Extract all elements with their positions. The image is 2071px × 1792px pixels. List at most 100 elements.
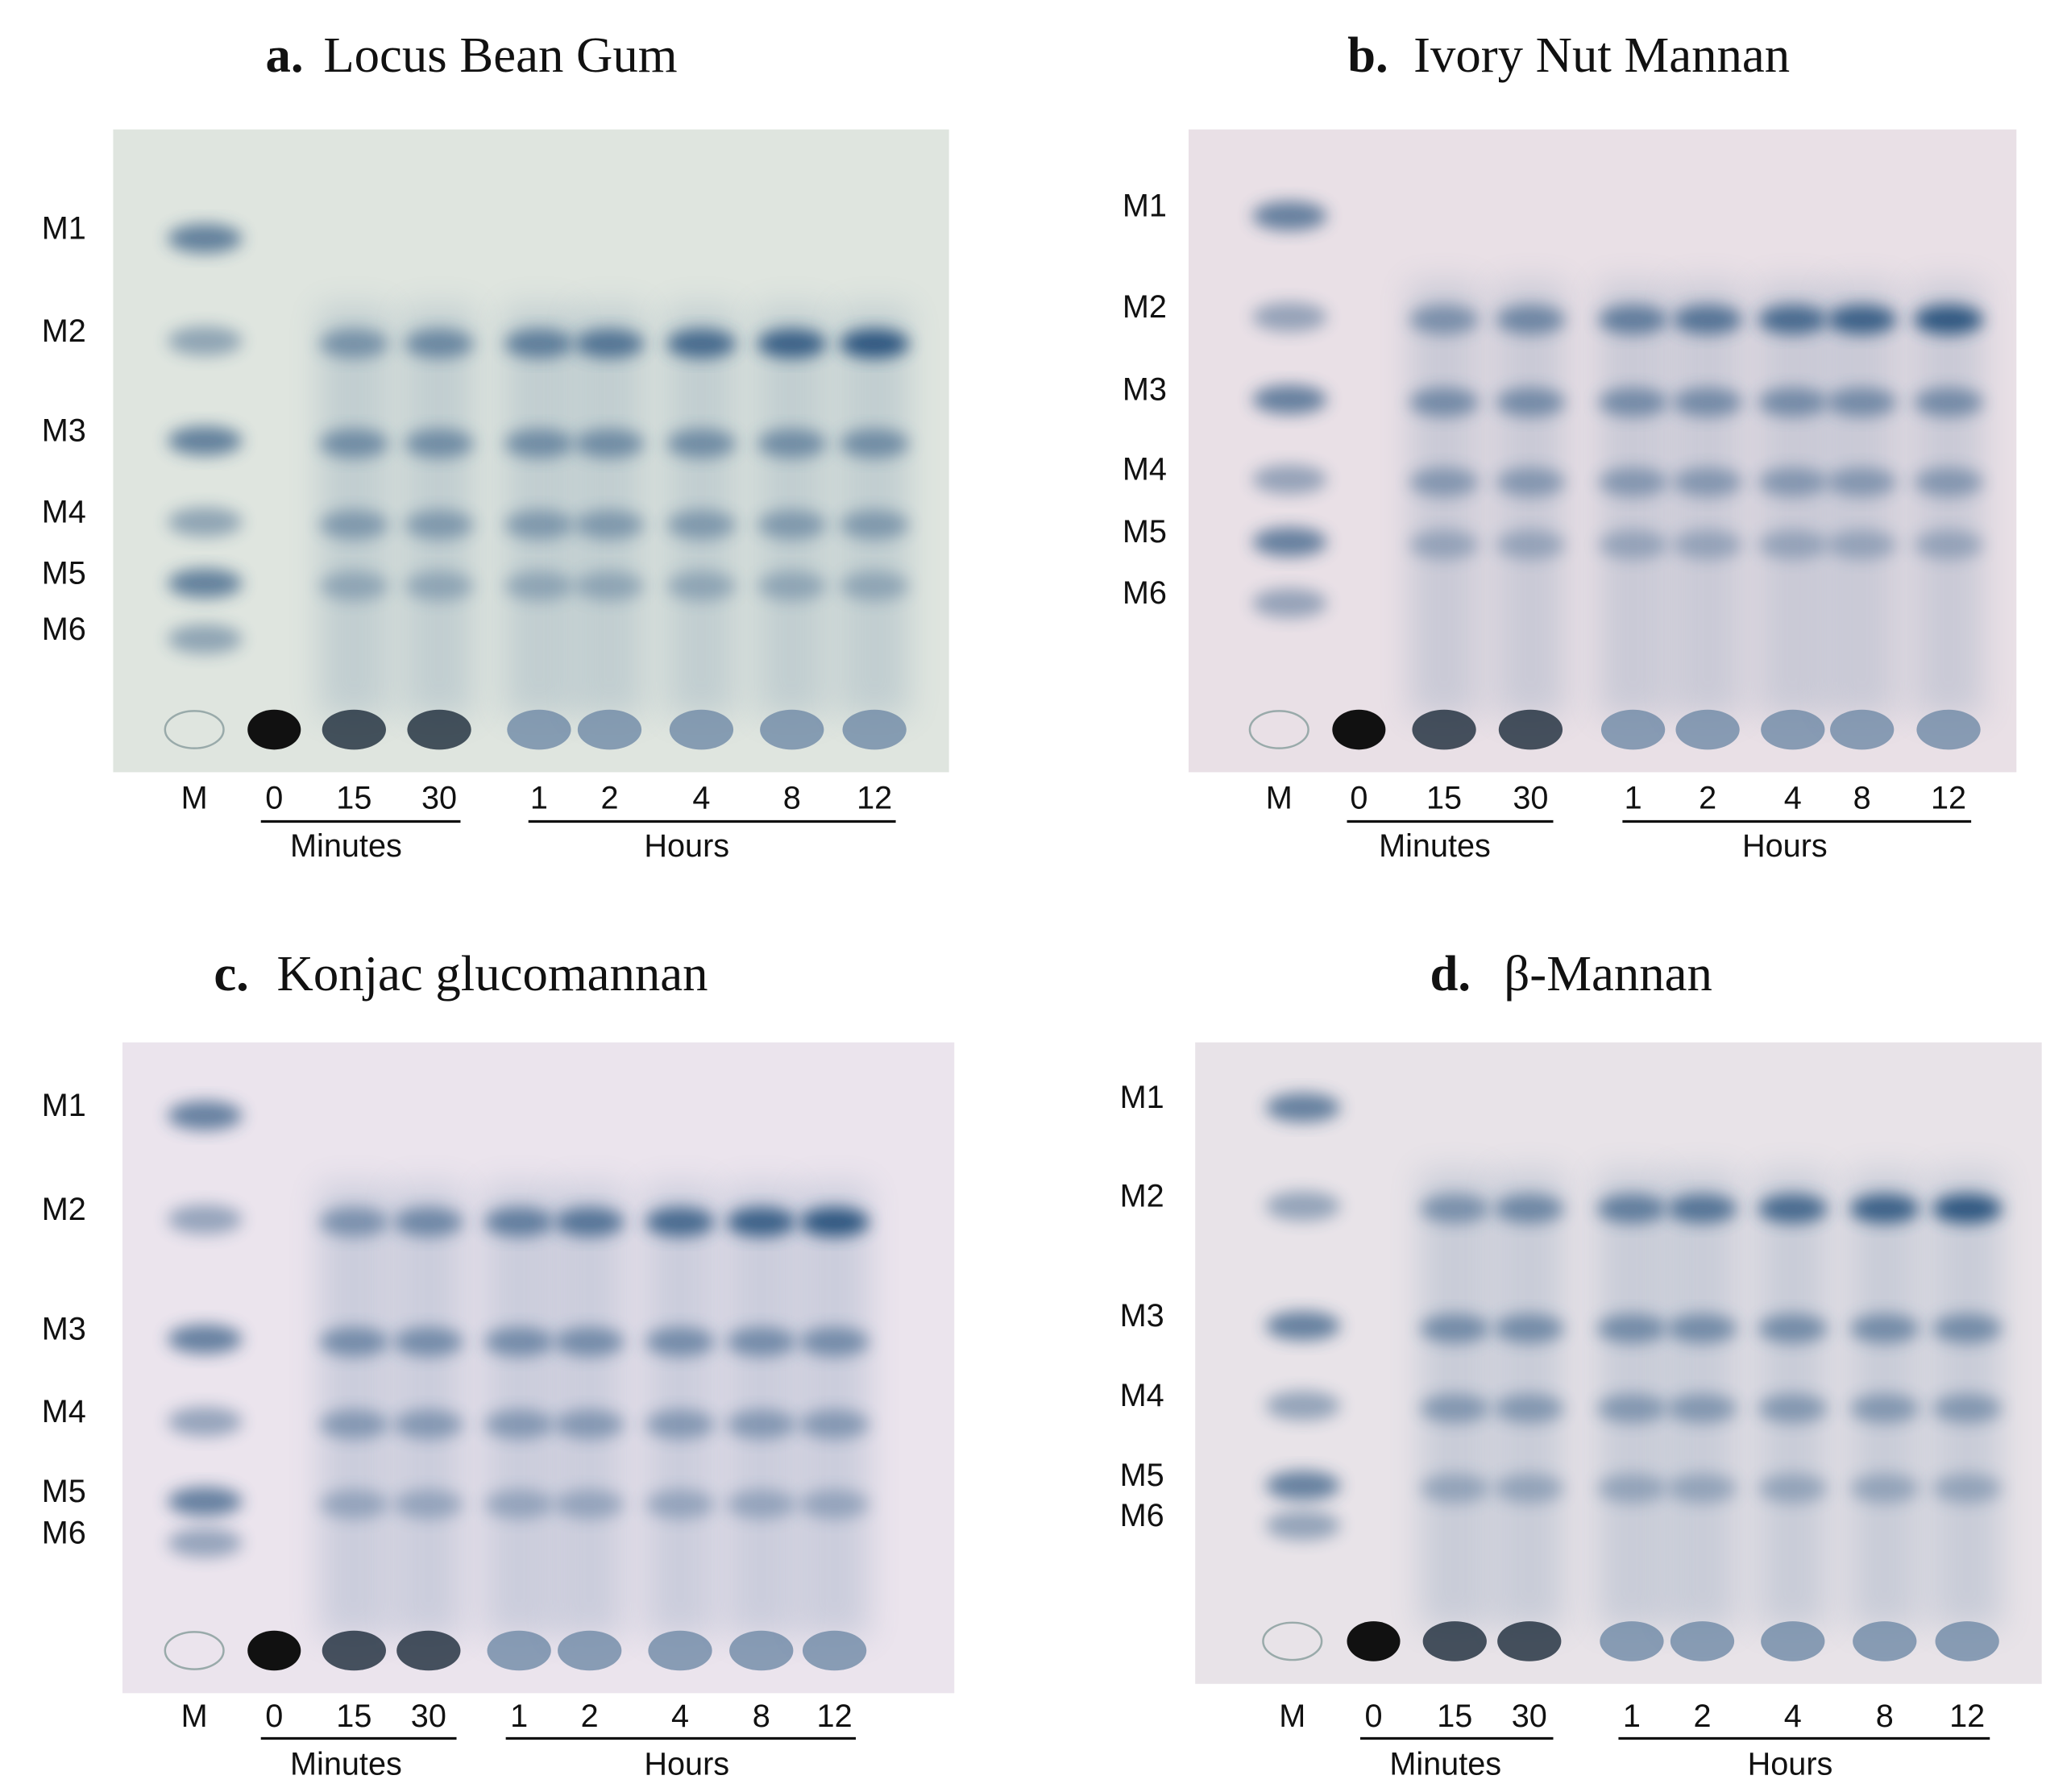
band [1914,467,1983,497]
origin-spot [1853,1621,1917,1661]
origin-spot [487,1630,551,1671]
band [840,329,910,359]
lane-label: 0 [1365,1699,1383,1734]
band [726,1207,796,1237]
band [1758,305,1828,334]
origin-spot [669,709,734,750]
group-label: Hours [644,828,729,864]
band [393,1207,463,1237]
band [504,510,574,540]
band [1496,529,1566,560]
lane-label: 12 [1949,1699,1985,1734]
band [1932,1193,2003,1224]
band [575,429,645,458]
lane-label: 4 [1784,781,1802,816]
origin-spot [648,1630,712,1671]
lane-label: 1 [1625,781,1642,816]
origin-spot [247,1630,301,1671]
band [484,1207,554,1237]
lane-label: M [181,1699,208,1734]
lane-label: 15 [1437,1699,1472,1734]
band [1494,1393,1564,1424]
band [405,570,474,601]
band [1409,467,1480,497]
band [1420,1393,1490,1424]
band [1496,467,1566,497]
band [168,568,243,599]
band [1827,467,1897,497]
band [1598,305,1668,334]
marker-label: M5 [1123,514,1167,550]
origin-spot [1412,709,1476,750]
band [575,329,645,359]
band [1420,1313,1490,1343]
origin-spot [164,710,225,749]
band [168,1528,243,1558]
marker-label: M1 [42,211,86,247]
band [1252,302,1327,332]
band [1598,388,1668,417]
lane-label: 8 [753,1699,770,1734]
origin-spot [1262,1621,1323,1661]
marker-label: M1 [1123,189,1167,224]
lane-label: 30 [421,781,457,816]
band [1758,1473,1828,1504]
band [1252,527,1327,557]
origin-spot [842,709,907,750]
marker-label: M5 [1120,1458,1164,1493]
band [1409,529,1480,560]
band [1758,529,1828,560]
lane-label: 2 [1699,781,1716,816]
band [1409,305,1480,334]
band [1849,1473,1920,1504]
bands [1248,201,1983,750]
bands [164,223,910,750]
lane-label: M [1279,1699,1305,1734]
marker-label: M2 [42,1192,86,1227]
band [1667,1193,1737,1224]
marker-label: M3 [1123,371,1167,407]
band [1914,388,1983,417]
band [1914,305,1983,334]
lane-label: 1 [510,1699,528,1734]
band [666,570,737,601]
marker-label: M2 [1120,1178,1164,1213]
band [1667,1313,1737,1343]
group-label: Hours [644,1747,729,1782]
band [1827,305,1897,334]
origin-spot [1248,710,1309,749]
band [168,326,243,356]
panel-letter: d. [1430,945,1471,1002]
smear [1598,282,1668,717]
band [645,1207,715,1237]
band [1598,467,1668,497]
band [799,1207,869,1237]
lane-label: 4 [671,1699,689,1734]
band [504,429,574,458]
smear [1409,282,1480,717]
band [1409,388,1480,417]
bands [164,1101,869,1671]
panel-letter: b. [1347,27,1388,83]
lane-label: 4 [692,781,710,816]
band [1849,1393,1920,1424]
band [319,1489,389,1519]
lane-label: 0 [1350,781,1368,816]
band [1265,1311,1341,1341]
lane-label: 15 [1426,781,1462,816]
band [1494,1473,1564,1504]
band [840,570,910,601]
band [1667,1473,1737,1504]
band [840,510,910,540]
band [666,329,737,359]
origin-spot [1497,1621,1562,1661]
band [405,510,474,540]
band [1496,388,1566,417]
band [1827,529,1897,560]
lane-label: 12 [817,1699,853,1734]
band [168,1101,243,1130]
